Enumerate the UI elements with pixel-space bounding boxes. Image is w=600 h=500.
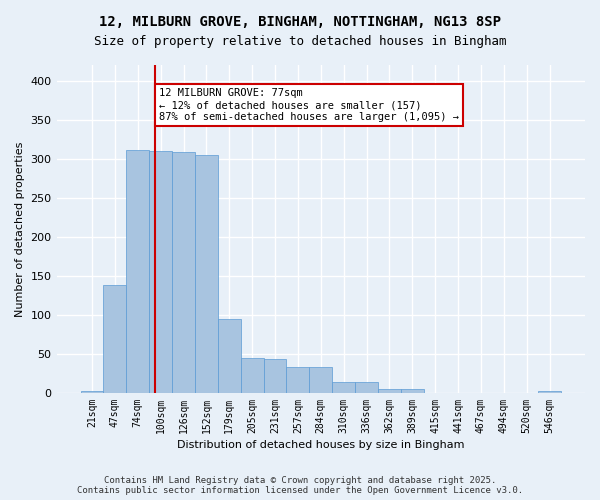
Text: 12 MILBURN GROVE: 77sqm
← 12% of detached houses are smaller (157)
87% of semi-d: 12 MILBURN GROVE: 77sqm ← 12% of detache… <box>159 88 459 122</box>
Bar <box>80 392 103 393</box>
Bar <box>218 319 241 393</box>
Bar <box>355 382 378 393</box>
Bar <box>310 367 332 393</box>
Bar <box>401 389 424 393</box>
Bar <box>286 367 310 393</box>
Y-axis label: Number of detached properties: Number of detached properties <box>15 142 25 316</box>
Text: 12, MILBURN GROVE, BINGHAM, NOTTINGHAM, NG13 8SP: 12, MILBURN GROVE, BINGHAM, NOTTINGHAM, … <box>99 15 501 29</box>
Bar <box>263 358 286 393</box>
Bar <box>149 151 172 393</box>
X-axis label: Distribution of detached houses by size in Bingham: Distribution of detached houses by size … <box>177 440 464 450</box>
Bar <box>241 358 263 393</box>
Text: Contains HM Land Registry data © Crown copyright and database right 2025.
Contai: Contains HM Land Registry data © Crown c… <box>77 476 523 495</box>
Bar <box>332 382 355 393</box>
Text: Size of property relative to detached houses in Bingham: Size of property relative to detached ho… <box>94 35 506 48</box>
Bar <box>172 152 195 393</box>
Bar <box>195 155 218 393</box>
Bar <box>538 392 561 393</box>
Bar <box>103 285 127 393</box>
Bar <box>378 389 401 393</box>
Bar <box>127 150 149 393</box>
